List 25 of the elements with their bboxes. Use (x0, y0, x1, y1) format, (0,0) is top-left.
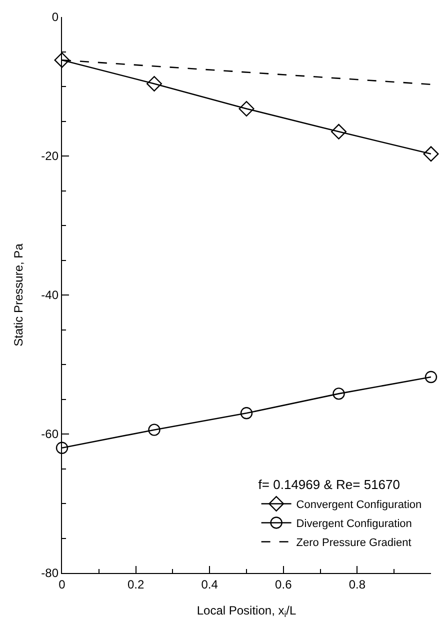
x-tick-label: 0.8 (348, 578, 366, 592)
x-tick-label: 0.6 (275, 578, 292, 592)
y-tick-label: 0 (52, 10, 59, 24)
point (238, 100, 254, 116)
point (54, 52, 70, 68)
x-axis-title: Local Position, x$_{i}$/L (196, 603, 296, 619)
point (424, 370, 438, 384)
y-tick-label: -80 (41, 566, 59, 580)
point (148, 424, 160, 436)
x-tick-label: 0.2 (127, 578, 144, 592)
legend-label: Convergent Configuration (296, 499, 422, 512)
point (240, 407, 253, 420)
y-axis-title: Static Pressure, Pa (11, 243, 26, 346)
point (331, 124, 346, 140)
y-tick-label: -60 (41, 427, 59, 442)
y-tick-label: -40 (41, 288, 59, 302)
legend-label: Zero Pressure Gradient (296, 537, 412, 550)
point (56, 442, 68, 454)
point (423, 146, 439, 162)
legend-title: f= 0.14969 & Re= 51670 (258, 477, 400, 492)
legend-label: Divergent Configuration (296, 518, 412, 530)
x-tick-label: 0.4 (201, 578, 218, 592)
point (146, 76, 162, 92)
y-tick-label: -20 (41, 149, 59, 164)
point (332, 388, 345, 400)
